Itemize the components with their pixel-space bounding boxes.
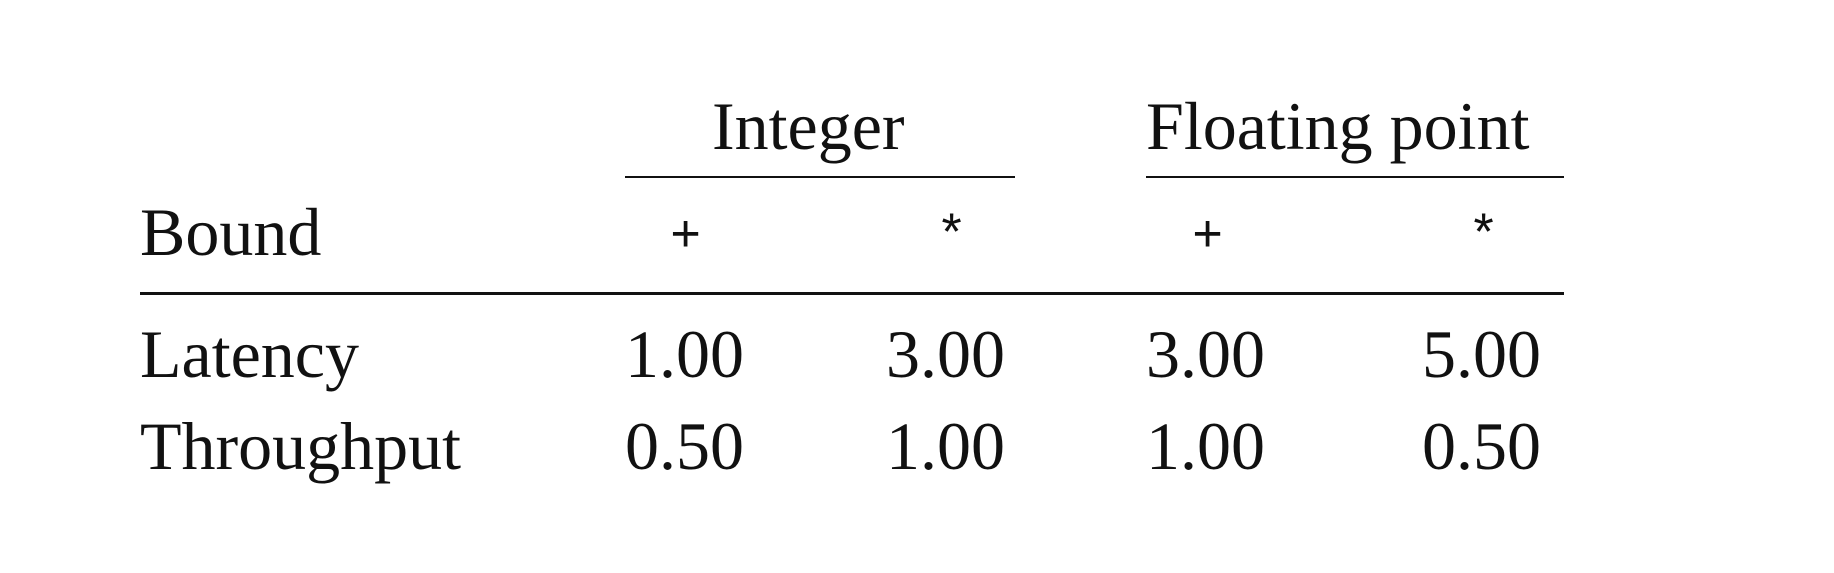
group-header-floating-point: Floating point bbox=[1146, 88, 1530, 164]
header-op-floating-multiply: * bbox=[1468, 208, 1500, 267]
header-op-integer-multiply: * bbox=[936, 208, 968, 267]
group-underline-floating-point bbox=[1146, 176, 1564, 178]
header-op-floating-add: + bbox=[1192, 208, 1224, 267]
header-label-bound: Bound bbox=[140, 194, 322, 270]
group-underline-integer bbox=[625, 176, 1015, 178]
cell-throughput-integer-add: 0.50 bbox=[625, 408, 744, 484]
cell-latency-floating-multiply: 5.00 bbox=[1422, 316, 1541, 392]
header-separator-rule bbox=[140, 292, 1564, 295]
cell-throughput-floating-add: 1.00 bbox=[1146, 408, 1265, 484]
group-header-integer: Integer bbox=[712, 88, 905, 164]
cell-throughput-integer-multiply: 1.00 bbox=[886, 408, 1005, 484]
cell-latency-integer-add: 1.00 bbox=[625, 316, 744, 392]
row-label-latency: Latency bbox=[140, 316, 359, 392]
row-label-throughput: Throughput bbox=[140, 408, 462, 484]
cell-throughput-floating-multiply: 0.50 bbox=[1422, 408, 1541, 484]
cell-latency-floating-add: 3.00 bbox=[1146, 316, 1265, 392]
cell-latency-integer-multiply: 3.00 bbox=[886, 316, 1005, 392]
header-op-integer-add: + bbox=[670, 208, 702, 267]
